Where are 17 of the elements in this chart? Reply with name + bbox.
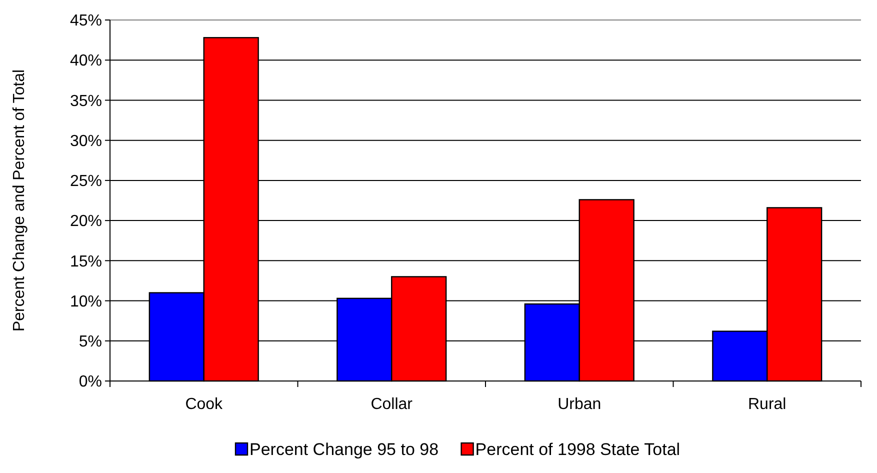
x-tick-label: Rural (748, 396, 786, 413)
y-tick-label: 45% (70, 12, 102, 30)
x-tick-label: Cook (185, 396, 224, 413)
y-tick-label: 15% (70, 253, 102, 270)
legend-label: Percent Change 95 to 98 (250, 440, 439, 459)
y-tick-label: 10% (70, 293, 102, 310)
y-tick-label: 25% (70, 173, 102, 190)
x-tick-label: Collar (370, 396, 414, 413)
y-tick-label: 35% (70, 92, 102, 110)
y-tick-label: 30% (70, 132, 102, 150)
x-tick-label: Urban (558, 396, 602, 413)
y-tick-label: 40% (70, 52, 102, 70)
y-axis-title: Percent Change and Percent of Total (11, 69, 28, 332)
y-tick-label: 5% (78, 333, 102, 350)
y-tick-label: 20% (70, 213, 102, 230)
y-tick-label: 0% (78, 374, 102, 391)
legend-label: Percent of 1998 State Total (475, 440, 680, 459)
